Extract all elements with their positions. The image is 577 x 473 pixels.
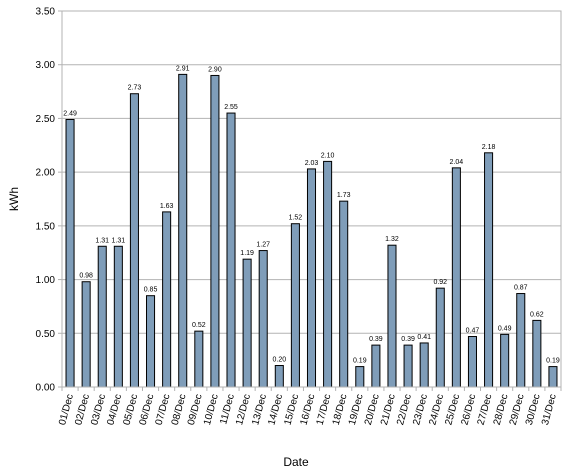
bar	[516, 293, 526, 388]
data-label: 2.91	[176, 65, 190, 72]
data-label: 0.87	[514, 285, 528, 292]
data-label: 1.31	[95, 237, 109, 244]
bar	[65, 119, 75, 388]
y-tick-label: 0.50	[36, 329, 56, 340]
bar	[242, 258, 252, 388]
bar	[129, 93, 139, 388]
data-label: 0.52	[192, 322, 206, 329]
data-label: 0.62	[530, 311, 544, 318]
bar	[146, 295, 156, 388]
bar	[403, 344, 413, 388]
bar	[258, 250, 268, 388]
y-tick-label: 1.50	[36, 221, 56, 232]
bar	[274, 365, 284, 388]
data-label: 0.98	[79, 273, 93, 280]
x-tick-label: 31/Dec	[540, 393, 559, 426]
data-label: 2.18	[482, 144, 496, 151]
data-label: 1.19	[240, 250, 254, 257]
bar	[162, 211, 172, 388]
y-tick-label: 2.00	[36, 168, 56, 179]
bar	[226, 112, 236, 388]
x-axis-ticks: 01/Dec02/Dec03/Dec04/Dec05/Dec06/Dec07/D…	[57, 387, 562, 426]
data-label: 1.31	[112, 237, 126, 244]
data-label: 0.47	[466, 328, 480, 335]
x-axis-title: Date	[283, 455, 309, 469]
bar	[419, 342, 429, 388]
bar	[451, 167, 461, 388]
y-tick-label: 0.00	[36, 383, 56, 394]
plot-area-frame	[61, 10, 562, 388]
bar	[194, 330, 204, 388]
data-label: 2.49	[63, 111, 77, 118]
data-label: 1.27	[256, 242, 270, 249]
bar	[548, 366, 558, 388]
data-label: 2.90	[208, 66, 222, 73]
bar	[178, 73, 188, 388]
bar	[290, 223, 300, 388]
bar	[81, 281, 91, 388]
data-label: 2.55	[224, 104, 238, 111]
data-label: 2.03	[305, 160, 319, 167]
bar	[484, 152, 494, 388]
bar	[339, 200, 349, 388]
data-label: 0.92	[433, 279, 447, 286]
data-label: 1.63	[160, 203, 174, 210]
data-labels: 2.49 0.98 1.31 1.31 2.73 0.85 1.63 2.91 0.52 2.90…	[63, 65, 560, 364]
data-label: 1.52	[289, 215, 303, 222]
bar	[371, 344, 381, 388]
data-label: 0.39	[369, 336, 383, 343]
bars	[65, 73, 558, 388]
bar	[323, 160, 333, 388]
bar	[467, 336, 477, 388]
data-label: 0.19	[353, 358, 367, 365]
y-tick-label: 2.50	[36, 114, 56, 125]
data-label: 0.39	[401, 336, 415, 343]
bar	[355, 366, 365, 388]
bar	[532, 319, 542, 388]
data-label: 2.04	[450, 159, 464, 166]
bar	[210, 74, 220, 388]
data-label: 0.19	[546, 358, 560, 365]
data-label: 2.73	[128, 85, 142, 92]
bar	[435, 287, 445, 388]
y-tick-label: 3.00	[36, 60, 56, 71]
bar	[97, 245, 107, 388]
bar	[387, 244, 397, 388]
data-label: 0.20	[272, 357, 286, 364]
y-axis-ticks: 0.00 0.50 1.00 1.50 2.00 2.50 3.00 3.50	[36, 7, 62, 394]
data-label: 0.49	[498, 325, 512, 332]
y-tick-label: 1.00	[36, 275, 56, 286]
bar	[500, 333, 510, 388]
bar	[306, 168, 317, 388]
data-label: 2.10	[321, 152, 335, 159]
data-label: 1.73	[337, 192, 351, 199]
data-label: 0.41	[417, 334, 431, 341]
data-label: 0.85	[144, 287, 158, 294]
y-axis-title: kWh	[7, 187, 21, 211]
y-tick-label: 3.50	[36, 7, 56, 18]
data-label: 1.32	[385, 236, 399, 243]
bar	[113, 245, 123, 388]
